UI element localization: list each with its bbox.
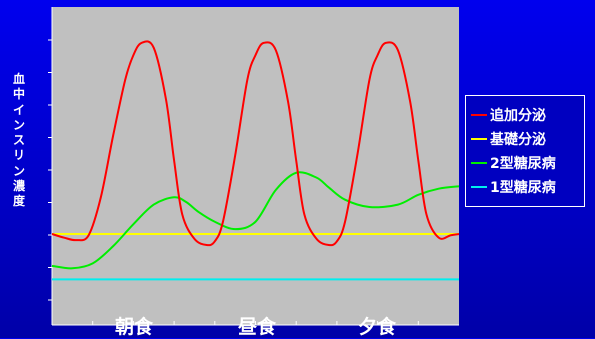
x-tick-label-lunch: 昼食 [237, 316, 277, 338]
legend-label: 2型糖尿病 [490, 156, 556, 172]
plot-area [52, 7, 459, 325]
legend-label: 追加分泌 [490, 108, 546, 124]
legend-label: 基礎分泌 [490, 132, 546, 148]
series-line-type2-diabetes [51, 171, 460, 270]
legend-swatch-green [471, 162, 487, 164]
series-group [51, 40, 460, 281]
legend-item: 追加分泌 [471, 103, 584, 127]
legend-item: 2型糖尿病 [471, 151, 584, 175]
x-tick-label-breakfast: 朝食 [114, 316, 154, 338]
x-tick-label-dinner: 夕食 [357, 316, 397, 338]
y-axis-ticks [48, 39, 52, 301]
legend-swatch-yellow [471, 138, 487, 140]
legend-item: 1型糖尿病 [471, 175, 584, 199]
y-axis-label: 血中インスリン濃度 [12, 72, 25, 209]
legend-swatch-cyan [471, 186, 487, 188]
legend-item: 基礎分泌 [471, 127, 584, 151]
series-line-additional-secretion [51, 40, 460, 247]
legend: 追加分泌 基礎分泌 2型糖尿病 1型糖尿病 [465, 95, 585, 207]
x-axis-ticks [92, 321, 419, 325]
legend-label: 1型糖尿病 [490, 180, 556, 196]
legend-swatch-red [471, 114, 487, 116]
